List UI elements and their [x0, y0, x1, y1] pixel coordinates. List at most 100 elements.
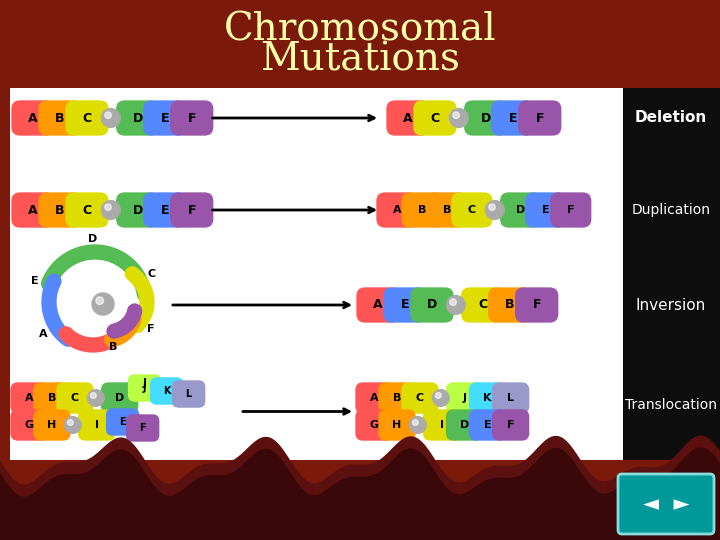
- FancyBboxPatch shape: [464, 100, 508, 136]
- Text: A: A: [373, 299, 383, 312]
- FancyBboxPatch shape: [66, 192, 109, 228]
- FancyBboxPatch shape: [378, 409, 415, 441]
- Text: H: H: [48, 420, 57, 430]
- FancyBboxPatch shape: [401, 192, 443, 228]
- FancyBboxPatch shape: [446, 409, 483, 441]
- FancyBboxPatch shape: [525, 192, 567, 228]
- FancyBboxPatch shape: [126, 414, 159, 442]
- Text: Mutations: Mutations: [260, 42, 460, 78]
- Text: A: A: [39, 329, 48, 339]
- Text: D: D: [115, 393, 125, 403]
- Text: B: B: [443, 205, 451, 215]
- Circle shape: [68, 420, 73, 426]
- Text: C: C: [148, 269, 156, 279]
- Text: A: A: [28, 204, 38, 217]
- FancyBboxPatch shape: [413, 100, 456, 136]
- Text: C: C: [82, 204, 91, 217]
- Text: F: F: [533, 299, 541, 312]
- Text: F: F: [536, 111, 544, 125]
- Text: D: D: [480, 111, 491, 125]
- Text: E: E: [120, 417, 126, 427]
- Text: I: I: [94, 420, 99, 430]
- FancyBboxPatch shape: [623, 88, 720, 460]
- Text: L: L: [507, 393, 514, 403]
- Text: L: L: [186, 389, 192, 399]
- FancyBboxPatch shape: [33, 382, 71, 414]
- FancyBboxPatch shape: [170, 192, 213, 228]
- FancyBboxPatch shape: [401, 382, 438, 414]
- Text: C: C: [468, 205, 476, 215]
- Text: A: A: [403, 111, 413, 125]
- Circle shape: [96, 297, 104, 305]
- Text: E: E: [401, 299, 409, 312]
- Text: E: E: [161, 111, 169, 125]
- FancyBboxPatch shape: [10, 382, 48, 414]
- Text: J: J: [143, 378, 147, 388]
- FancyBboxPatch shape: [106, 408, 140, 436]
- Circle shape: [92, 293, 114, 315]
- Text: J: J: [143, 383, 146, 393]
- FancyBboxPatch shape: [387, 100, 430, 136]
- Circle shape: [436, 393, 441, 399]
- Text: B: B: [393, 393, 401, 403]
- FancyBboxPatch shape: [492, 382, 529, 414]
- FancyBboxPatch shape: [172, 380, 205, 408]
- Text: C: C: [478, 299, 487, 312]
- Text: Deletion: Deletion: [635, 111, 707, 125]
- Circle shape: [433, 390, 449, 406]
- Text: D: D: [132, 204, 143, 217]
- FancyBboxPatch shape: [128, 374, 161, 402]
- Text: E: E: [31, 276, 39, 286]
- Text: D: D: [89, 234, 98, 244]
- Text: F: F: [140, 423, 146, 433]
- FancyBboxPatch shape: [378, 382, 415, 414]
- Text: B: B: [109, 342, 117, 352]
- Text: K: K: [483, 393, 492, 403]
- Text: E: E: [508, 111, 517, 125]
- Circle shape: [65, 417, 81, 433]
- FancyBboxPatch shape: [500, 192, 541, 228]
- FancyBboxPatch shape: [426, 192, 468, 228]
- FancyBboxPatch shape: [116, 100, 159, 136]
- FancyBboxPatch shape: [515, 287, 559, 322]
- FancyBboxPatch shape: [78, 409, 115, 441]
- Text: Translocation: Translocation: [625, 398, 717, 412]
- Text: G: G: [369, 420, 379, 430]
- FancyBboxPatch shape: [410, 287, 454, 322]
- FancyBboxPatch shape: [446, 382, 483, 414]
- Text: C: C: [416, 393, 424, 403]
- Text: D: D: [427, 299, 437, 312]
- FancyBboxPatch shape: [550, 192, 591, 228]
- Circle shape: [449, 109, 468, 127]
- Text: B: B: [418, 205, 426, 215]
- Text: A: A: [392, 205, 401, 215]
- FancyBboxPatch shape: [461, 287, 504, 322]
- Text: H: H: [392, 420, 402, 430]
- FancyBboxPatch shape: [150, 377, 184, 404]
- Text: D: D: [460, 420, 469, 430]
- Text: C: C: [431, 111, 440, 125]
- FancyBboxPatch shape: [12, 100, 55, 136]
- Circle shape: [410, 417, 426, 433]
- Circle shape: [489, 204, 495, 211]
- FancyBboxPatch shape: [469, 409, 506, 441]
- Text: B: B: [55, 204, 65, 217]
- Text: D: D: [516, 205, 526, 215]
- Text: B: B: [48, 393, 56, 403]
- Circle shape: [105, 204, 112, 211]
- FancyBboxPatch shape: [383, 287, 427, 322]
- FancyBboxPatch shape: [66, 100, 109, 136]
- FancyBboxPatch shape: [56, 382, 94, 414]
- Text: E: E: [484, 420, 492, 430]
- Text: F: F: [187, 204, 196, 217]
- FancyBboxPatch shape: [491, 100, 534, 136]
- FancyBboxPatch shape: [12, 192, 55, 228]
- FancyBboxPatch shape: [116, 192, 159, 228]
- Text: A: A: [369, 393, 378, 403]
- Circle shape: [485, 201, 504, 219]
- Text: F: F: [187, 111, 196, 125]
- Text: Chromosomal: Chromosomal: [224, 11, 496, 49]
- Text: E: E: [542, 205, 549, 215]
- Text: F: F: [507, 420, 514, 430]
- Circle shape: [105, 112, 112, 118]
